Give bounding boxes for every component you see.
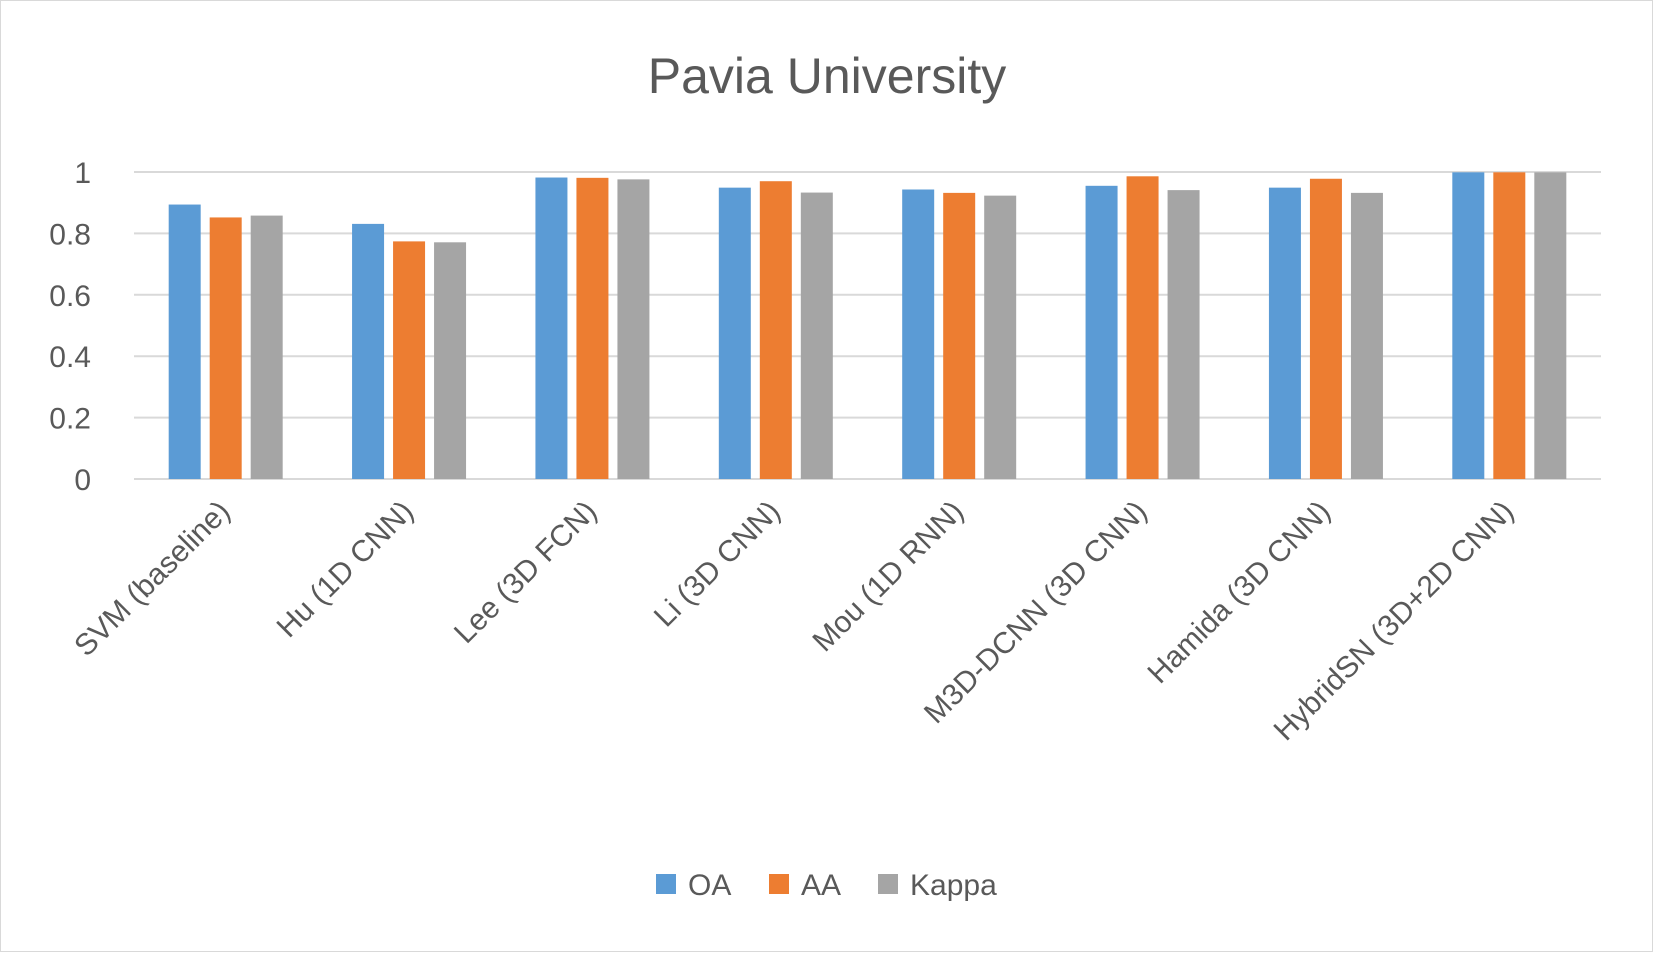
bar-aa bbox=[393, 241, 426, 479]
y-tick-label: 0.2 bbox=[49, 403, 91, 436]
x-category-label: Li (3D CNN) bbox=[648, 495, 787, 634]
bar-kappa bbox=[1534, 172, 1567, 479]
bar-kappa bbox=[800, 192, 833, 479]
bar-oa bbox=[168, 204, 201, 480]
bar-aa bbox=[1309, 178, 1342, 479]
x-category-label: Mou (1D RNN) bbox=[807, 495, 971, 659]
bar-oa bbox=[535, 177, 568, 479]
y-tick-label: 0.4 bbox=[49, 341, 91, 374]
y-tick-label: 0.6 bbox=[49, 280, 91, 313]
bar-kappa bbox=[1167, 190, 1200, 479]
bar-aa bbox=[943, 192, 976, 479]
bar-kappa bbox=[434, 242, 467, 479]
legend-swatch-kappa bbox=[878, 874, 898, 894]
bar-oa bbox=[1268, 187, 1301, 480]
legend-swatch-oa bbox=[656, 874, 676, 894]
y-axis-ticks: 0 0.2 0.4 0.6 0.8 1 bbox=[49, 157, 91, 497]
bar-kappa bbox=[984, 195, 1017, 479]
bars bbox=[168, 172, 1567, 480]
y-tick-label: 0 bbox=[74, 464, 91, 497]
legend-label: OA bbox=[688, 869, 731, 902]
x-axis-labels: SVM (baseline) Hu (1D CNN) Lee (3D FCN) Li … bbox=[68, 495, 1520, 748]
bar-kappa bbox=[1350, 192, 1383, 479]
bar-kappa bbox=[250, 215, 283, 479]
x-category-label: Hu (1D CNN) bbox=[271, 495, 420, 644]
bar-oa bbox=[1452, 172, 1485, 479]
bar-kappa bbox=[617, 179, 650, 480]
x-category-label: SVM (baseline) bbox=[68, 495, 236, 663]
chart-title: Pavia University bbox=[648, 48, 1006, 104]
y-tick-label: 1 bbox=[74, 157, 91, 190]
x-category-label: Lee (3D FCN) bbox=[448, 495, 603, 650]
legend: OA AA Kappa bbox=[656, 869, 997, 902]
legend-swatch-aa bbox=[769, 874, 789, 894]
x-category-label: Hamida (3D CNN) bbox=[1141, 495, 1336, 690]
bar-oa bbox=[902, 189, 935, 479]
legend-label: AA bbox=[801, 869, 841, 902]
bar-oa bbox=[718, 187, 751, 480]
legend-label: Kappa bbox=[910, 869, 997, 902]
bar-oa bbox=[352, 223, 385, 479]
bar-oa bbox=[1085, 185, 1118, 479]
y-tick-label: 0.8 bbox=[49, 218, 91, 251]
bar-aa bbox=[1126, 176, 1159, 479]
bar-aa bbox=[576, 177, 609, 479]
bar-aa bbox=[759, 181, 792, 479]
bar-aa bbox=[1493, 172, 1526, 479]
bar-aa bbox=[209, 217, 242, 479]
